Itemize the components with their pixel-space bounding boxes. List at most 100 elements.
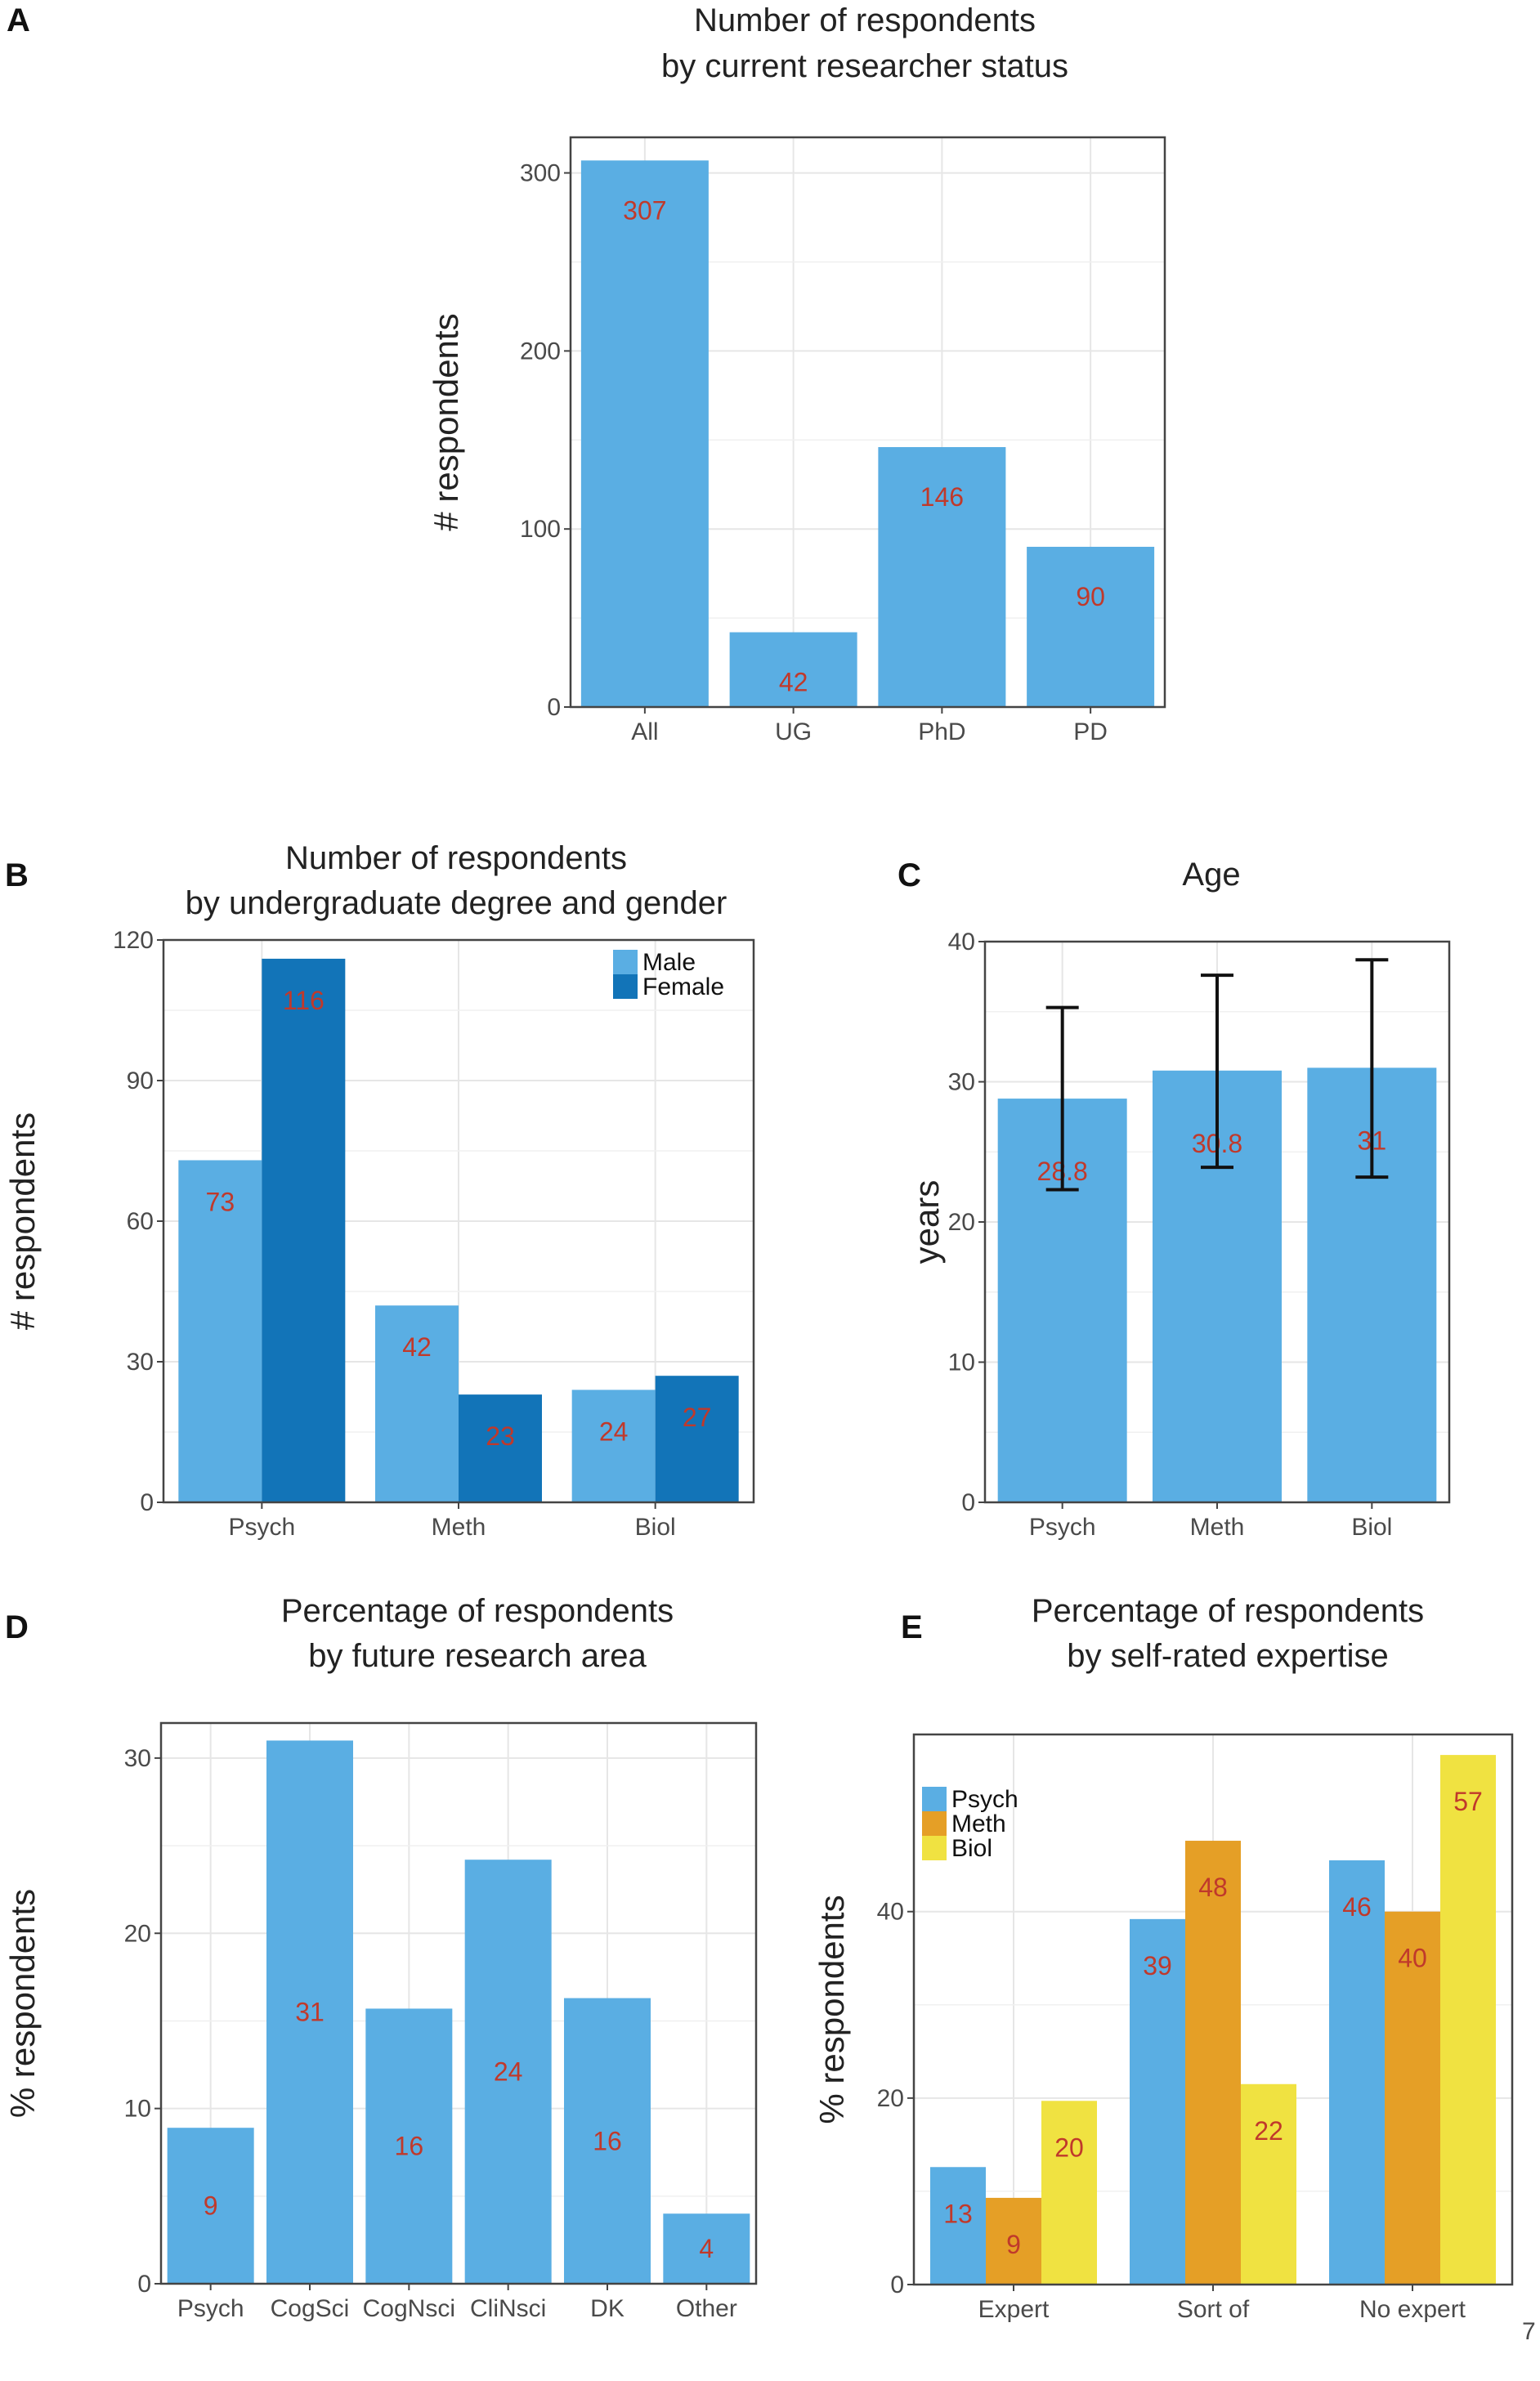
- x-tick-label-all: All: [631, 718, 658, 745]
- x-tick-label-phd: PhD: [918, 718, 965, 745]
- y-axis-label: % respondents: [813, 1895, 851, 2124]
- data-label-meth-female: 23: [486, 1421, 515, 1451]
- data-label-sort-of-meth: 48: [1198, 1873, 1228, 1902]
- y-axis-label: # respondents: [3, 1112, 42, 1330]
- bar-pd: [1027, 546, 1155, 707]
- plot-frame: [159, 1721, 758, 2285]
- bar-sort-of-biol: [1241, 2083, 1296, 2285]
- y-tick-label: 0: [137, 2271, 151, 2298]
- bar-meth-male: [375, 1305, 459, 1502]
- bar-meth-female: [459, 1394, 542, 1502]
- y-tick-label: 40: [948, 929, 975, 956]
- bar-psych-male: [178, 1160, 262, 1502]
- chart-title: Age: [1182, 857, 1240, 893]
- bar-no-expert-biol: [1440, 1755, 1496, 2285]
- data-label-pd: 90: [1076, 582, 1105, 611]
- y-tick-label: 30: [127, 1349, 154, 1376]
- y-tick-label: 120: [113, 927, 154, 954]
- y-tick-label: 40: [877, 1899, 904, 1926]
- panel-label-c: C: [898, 857, 921, 893]
- data-label-psych: 9: [204, 2191, 218, 2221]
- y-tick-label: 300: [520, 160, 561, 187]
- bar-expert-biol: [1041, 2101, 1097, 2285]
- bar-expert-meth: [986, 2197, 1041, 2285]
- chart-panel-d: D Percentage of respondents by future rese…: [3, 1593, 758, 2322]
- y-tick-label: 0: [961, 1489, 975, 1516]
- legend-label-biol: Biol: [951, 1835, 992, 1862]
- panel-label-a: A: [7, 2, 30, 38]
- x-tick-label-ug: UG: [775, 718, 812, 745]
- bar-expert-psych: [930, 2167, 986, 2285]
- y-tick-label: 10: [948, 1349, 975, 1376]
- y-tick-label: 20: [877, 2085, 904, 2112]
- data-label-phd: 146: [920, 482, 964, 512]
- data-label-no-expert-meth: 40: [1398, 1944, 1427, 1973]
- chart-title: Number of respondents: [694, 2, 1036, 38]
- data-label-other: 4: [699, 2234, 714, 2263]
- legend-swatch-meth: [922, 1811, 947, 1836]
- y-tick-label: 20: [948, 1209, 975, 1236]
- bar-biol-female: [655, 1376, 739, 1502]
- x-tick-label-psych: Psych: [228, 1514, 295, 1541]
- y-tick-label: 30: [948, 1069, 975, 1096]
- y-tick-label: 10: [124, 2096, 151, 2123]
- legend-swatch-male: [613, 950, 638, 974]
- bar-sort-of-psych: [1130, 1918, 1185, 2285]
- bar-biol-male: [571, 1390, 656, 1502]
- bar-phd: [878, 446, 1006, 707]
- bar-sort-of-meth: [1185, 1841, 1241, 2285]
- x-tick-label-pd: PD: [1073, 718, 1108, 745]
- data-label-cogsci: 31: [295, 1998, 325, 2027]
- bar-ug: [729, 632, 857, 707]
- data-label-meth-male: 42: [402, 1332, 432, 1362]
- data-label-ug: 42: [779, 668, 808, 697]
- data-label-sort-of-psych: 39: [1143, 1951, 1172, 1980]
- panel-label-b: B: [5, 857, 29, 893]
- chart-title: Percentage of respondents: [1032, 1593, 1424, 1629]
- data-label-cognsci: 16: [395, 2132, 424, 2161]
- legend-swatch-female: [613, 974, 638, 999]
- legend-swatch-biol: [922, 1836, 947, 1860]
- y-tick-label: 20: [124, 1920, 151, 1947]
- x-tick-label-biol: Biol: [635, 1514, 676, 1541]
- legend-swatch-psych: [922, 1787, 947, 1811]
- y-tick-label: 0: [140, 1489, 154, 1516]
- x-tick-label-expert: Expert: [978, 2296, 1050, 2323]
- y-tick-label: 30: [124, 1745, 151, 1772]
- x-tick-label-meth: Meth: [432, 1514, 486, 1541]
- y-axis-label: years: [907, 1180, 946, 1264]
- plot-frame: [569, 136, 1166, 709]
- bar-psych-female: [262, 958, 346, 1502]
- x-tick-label-no-expert: No expert: [1359, 2296, 1466, 2323]
- bar-no-expert-meth: [1385, 1911, 1440, 2285]
- data-label-biol-female: 27: [683, 1403, 712, 1432]
- data-label-sort-of-biol: 22: [1254, 2116, 1283, 2146]
- chart-subtitle: by self-rated expertise: [1067, 1638, 1389, 1674]
- data-label-no-expert-biol: 57: [1453, 1787, 1483, 1816]
- x-tick-label-meth: Meth: [1190, 1514, 1245, 1541]
- x-tick-label-psych: Psych: [177, 2295, 244, 2322]
- y-tick-label: 200: [520, 338, 561, 365]
- bar-clinsci: [464, 1860, 552, 2284]
- y-tick-label: 90: [127, 1067, 154, 1094]
- data-label-all: 307: [623, 195, 666, 225]
- bar-no-expert-psych: [1329, 1860, 1385, 2285]
- panel-label-d: D: [5, 1609, 29, 1645]
- data-label-clinsci: 24: [494, 2057, 523, 2087]
- chart-panel-b: B Number of respondents by undergraduate d…: [3, 840, 755, 1541]
- data-label-expert-biol: 20: [1054, 2133, 1084, 2162]
- chart-subtitle: by undergraduate degree and gender: [186, 885, 727, 921]
- data-label-psych-male: 73: [206, 1187, 235, 1216]
- y-tick-label: 0: [890, 2271, 904, 2298]
- y-axis-label: % respondents: [3, 1889, 42, 2118]
- bar-cognsci: [365, 2008, 453, 2284]
- chart-title: Percentage of respondents: [281, 1593, 674, 1629]
- legend-label-female: Female: [642, 973, 724, 1000]
- x-tick-label-clinsci: CliNsci: [470, 2295, 546, 2322]
- x-tick-label-dk: DK: [590, 2295, 625, 2322]
- chart-subtitle: by future research area: [308, 1638, 647, 1674]
